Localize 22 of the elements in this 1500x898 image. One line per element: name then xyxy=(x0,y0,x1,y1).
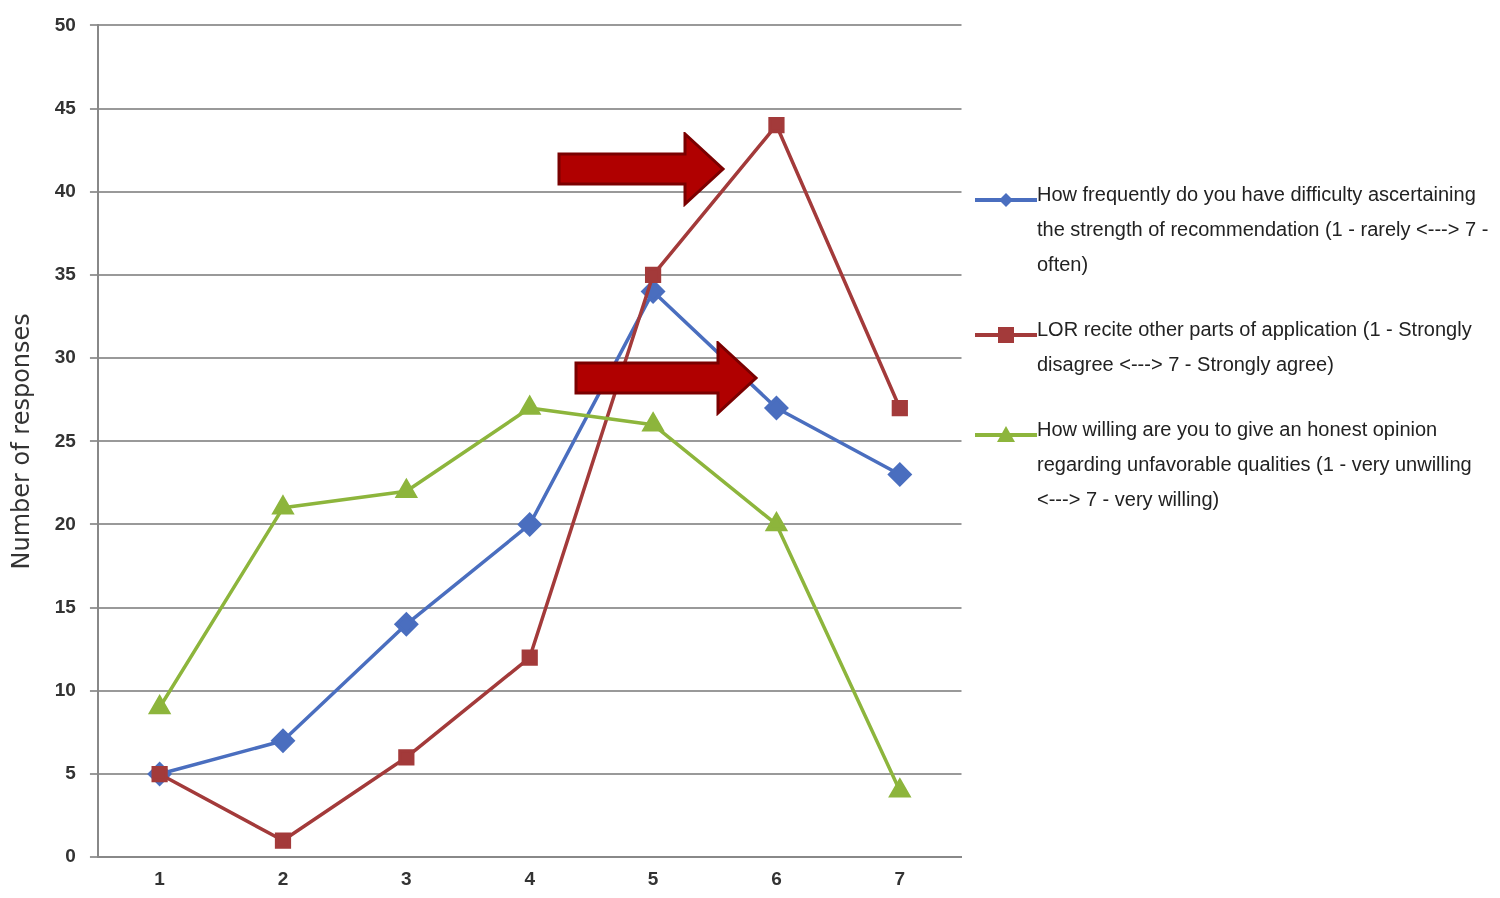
y-tick-label: 20 xyxy=(54,512,76,534)
legend-label: LOR recite other parts of application (1 - Strongly disagree <---> 7 - Strongly agree) xyxy=(1037,317,1473,377)
x-tick-label: 6 xyxy=(771,867,782,889)
legend-label: How frequently do you have difficulty ascertaining the strength of recommendation (1 - rarely <---> 7 - often) xyxy=(1037,182,1490,277)
y-tick-label: 40 xyxy=(54,179,76,201)
legend-label: How willing are you to give an honest opinion regarding unfavorable qualities (1 - very unwilling <---> 7 - very willing) xyxy=(1037,417,1473,512)
y-tick-label: 30 xyxy=(54,346,76,368)
y-axis-title: Number of responses xyxy=(6,313,35,570)
y-tick-label: 45 xyxy=(54,96,77,118)
y-tick-label: 0 xyxy=(65,845,76,867)
y-tick-label: 10 xyxy=(54,679,76,701)
x-tick-label: 1 xyxy=(154,867,166,889)
x-tick-label: 7 xyxy=(894,867,906,889)
y-tick-label: 5 xyxy=(65,762,77,784)
x-tick-label: 4 xyxy=(524,867,536,889)
y-tick-label: 25 xyxy=(54,429,77,451)
y-tick-label: 50 xyxy=(54,13,76,35)
x-tick-label: 5 xyxy=(647,867,659,889)
x-tick-label: 2 xyxy=(277,867,289,889)
y-tick-label: 15 xyxy=(54,595,77,617)
x-tick-label: 3 xyxy=(401,867,412,889)
y-tick-label: 35 xyxy=(54,263,77,285)
